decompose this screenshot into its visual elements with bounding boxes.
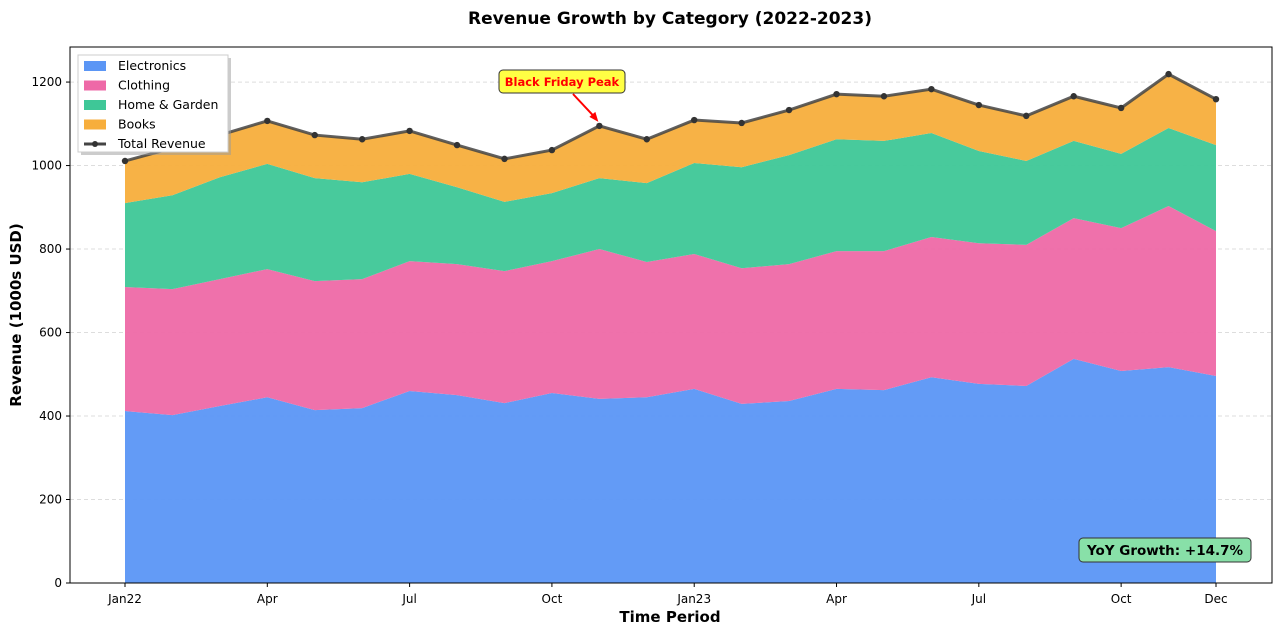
yoy-growth-box: [1078, 537, 1252, 563]
total-revenue-point: [643, 136, 650, 143]
annotation-text: Black Friday Peak: [505, 75, 620, 89]
x-tick-label: Jan22: [107, 592, 142, 606]
legend-label: Electronics: [118, 58, 186, 73]
total-revenue-point: [406, 127, 413, 135]
x-tick-label: Dec: [1204, 592, 1227, 606]
x-tick-label: Jul: [971, 592, 986, 606]
y-tick-label: 1000: [31, 159, 62, 173]
total-revenue-point: [738, 119, 745, 127]
plot-frame: [69, 46, 1273, 584]
total-revenue-point: [501, 155, 508, 163]
x-axis-label: Time Period: [619, 608, 720, 626]
legend-swatch: [84, 80, 106, 91]
y-tick-label: 600: [39, 326, 62, 340]
arrow-head-icon: [589, 111, 599, 122]
total-revenue-point: [880, 93, 888, 100]
yoy-growth-text: YoY Growth: +14.7%: [1086, 543, 1244, 559]
legend-swatch: [84, 100, 106, 110]
area-books: [125, 74, 1216, 204]
y-tick-label: 1200: [31, 75, 62, 89]
total-revenue-point: [358, 136, 366, 143]
y-tick-label: 800: [39, 242, 62, 256]
total-revenue-point: [1212, 95, 1220, 103]
total-revenue-point: [928, 85, 935, 93]
total-revenue-point: [785, 106, 793, 114]
area-home-garden: [125, 127, 1216, 290]
total-revenue-point: [1023, 112, 1030, 120]
x-tick-label: Jan23: [676, 592, 711, 606]
x-tick-label: Apr: [826, 592, 847, 606]
annotation-box: [498, 69, 626, 94]
total-revenue-point: [1165, 70, 1172, 78]
x-tick-label: Oct: [542, 592, 563, 606]
total-revenue-point: [833, 90, 840, 98]
total-revenue-point: [1070, 93, 1077, 100]
legend-swatch: [84, 61, 106, 71]
total-revenue-point: [975, 101, 983, 109]
legend-label: Clothing: [118, 78, 170, 93]
y-tick-label: 400: [39, 409, 62, 423]
y-tick-label: 0: [54, 576, 62, 590]
legend-label: Total Revenue: [117, 136, 206, 151]
y-tick-label: 200: [39, 493, 62, 507]
total-revenue-point: [548, 146, 556, 154]
total-revenue-point: [121, 157, 129, 165]
x-tick-label: Jul: [401, 592, 416, 606]
total-revenue-point: [453, 141, 461, 149]
legend-swatch: [84, 119, 106, 130]
total-revenue-point: [1117, 104, 1125, 112]
legend-marker: [92, 141, 98, 147]
total-revenue-point: [264, 117, 271, 125]
x-tick-label: Apr: [257, 592, 278, 606]
total-revenue-point: [311, 131, 318, 139]
total-revenue-point: [691, 116, 698, 124]
legend-label: Home & Garden: [118, 97, 218, 112]
total-revenue-point: [596, 122, 603, 130]
y-axis-label: Revenue (1000s USD): [7, 223, 25, 406]
legend-label: Books: [118, 117, 156, 132]
total-revenue-line: [124, 72, 1217, 163]
x-tick-label: Oct: [1111, 592, 1132, 606]
chart-title: Revenue Growth by Category (2022-2023): [468, 9, 872, 29]
area-clothing: [125, 206, 1216, 416]
area-electronics: [125, 358, 1216, 583]
